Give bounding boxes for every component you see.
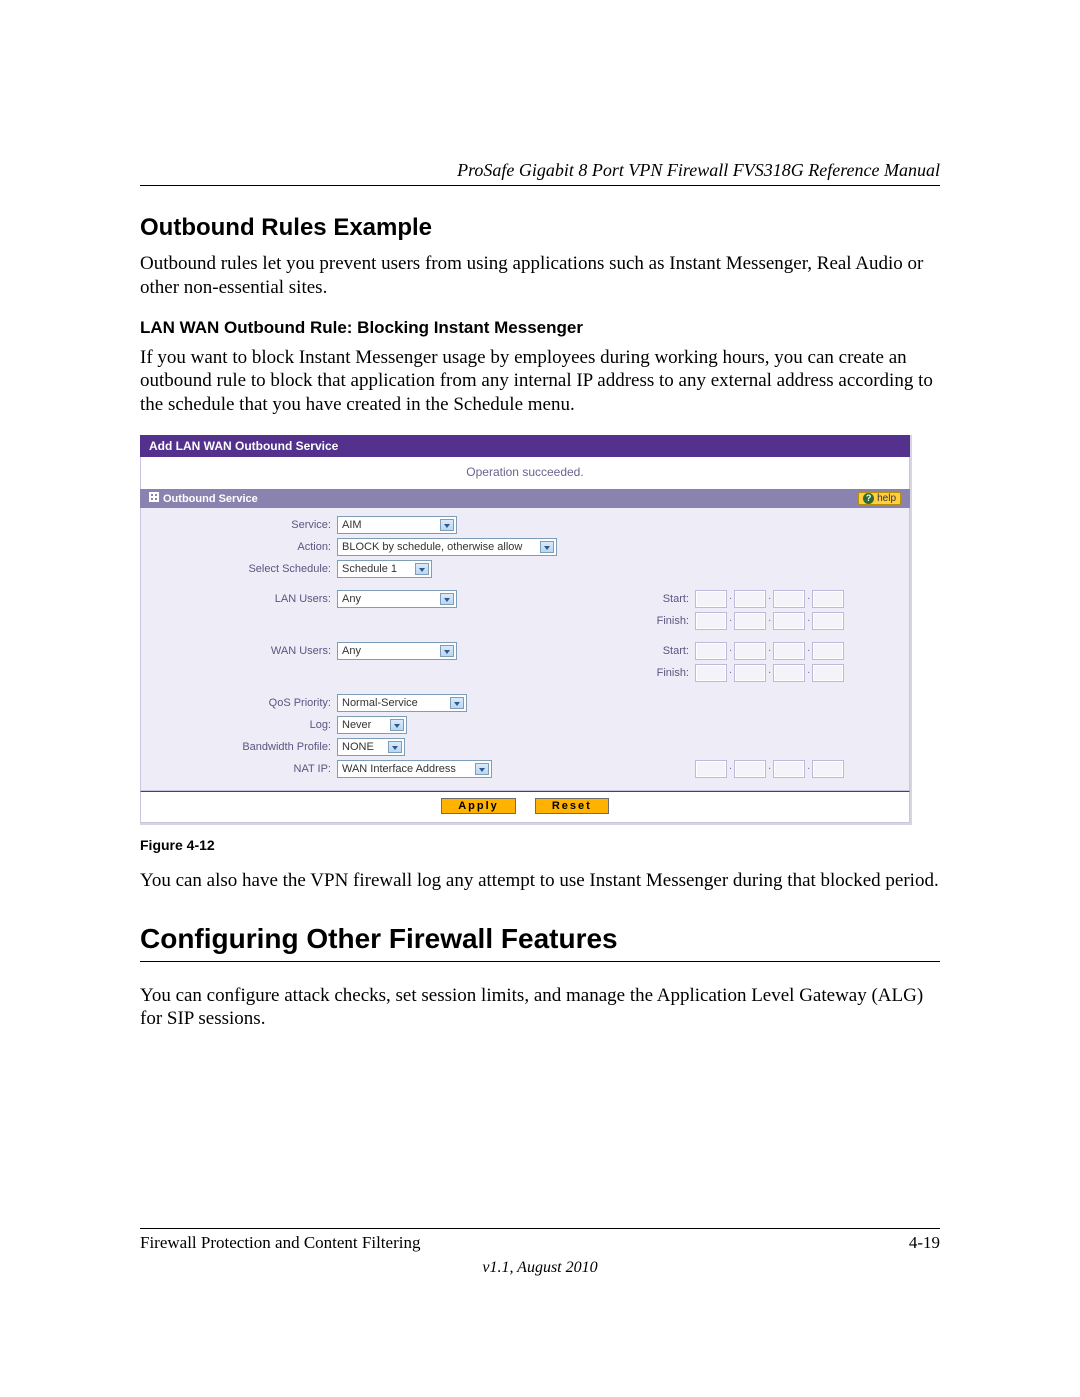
label-service: Service: [151, 519, 337, 531]
wan-start-ip[interactable]: ... [695, 642, 844, 660]
figure-caption: Figure 4-12 [140, 837, 940, 853]
chapter-rule [140, 961, 940, 962]
page-footer: Firewall Protection and Content Filterin… [140, 1228, 940, 1277]
nat-ip-address[interactable]: ... [695, 760, 844, 778]
label-lan-finish: Finish: [641, 615, 689, 627]
select-wan-users[interactable]: Any [337, 642, 457, 660]
label-lan-start: Start: [641, 593, 689, 605]
lan-finish-ip[interactable]: ... [695, 612, 844, 630]
label-lan-users: LAN Users: [151, 593, 337, 605]
section-title-text: Outbound Service [163, 493, 258, 505]
subsection-intro: If you want to block Instant Messenger u… [140, 346, 940, 417]
lan-start-ip[interactable]: ... [695, 590, 844, 608]
label-schedule: Select Schedule: [151, 563, 337, 575]
apply-button[interactable]: Apply [441, 798, 516, 814]
label-qos: QoS Priority: [151, 697, 337, 709]
chapter-heading: Configuring Other Firewall Features [140, 923, 940, 955]
label-wan-finish: Finish: [641, 667, 689, 679]
screenshot-panel: Add LAN WAN Outbound Service Operation s… [140, 435, 912, 825]
select-service[interactable]: AIM [337, 516, 457, 534]
status-message: Operation succeeded. [140, 457, 910, 489]
select-bandwidth[interactable]: NONE [337, 738, 405, 756]
grid-icon [149, 492, 159, 502]
after-figure-text: You can also have the VPN firewall log a… [140, 869, 940, 893]
select-nat-ip[interactable]: WAN Interface Address [337, 760, 492, 778]
footer-version: v1.1, August 2010 [140, 1259, 940, 1277]
help-label: help [877, 493, 896, 504]
label-bandwidth: Bandwidth Profile: [151, 741, 337, 753]
help-icon: ? [863, 493, 874, 504]
footer-left: Firewall Protection and Content Filterin… [140, 1233, 420, 1253]
label-nat-ip: NAT IP: [151, 763, 337, 775]
reset-button[interactable]: Reset [535, 798, 609, 814]
label-log: Log: [151, 719, 337, 731]
section-heading-outbound: Outbound Rules Example [140, 214, 940, 242]
section-intro: Outbound rules let you prevent users fro… [140, 252, 940, 300]
label-action: Action: [151, 541, 337, 553]
form-body: Service: AIM Action: BLOCK by schedule, … [140, 508, 910, 791]
button-row: Apply Reset [140, 791, 910, 823]
select-log[interactable]: Never [337, 716, 407, 734]
help-button[interactable]: ?help [858, 492, 901, 505]
panel-title-bar: Add LAN WAN Outbound Service [140, 435, 910, 457]
section-header-bar: Outbound Service ?help [140, 489, 910, 508]
select-qos[interactable]: Normal-Service [337, 694, 467, 712]
footer-right: 4-19 [909, 1233, 940, 1253]
label-wan-users: WAN Users: [151, 645, 337, 657]
wan-finish-ip[interactable]: ... [695, 664, 844, 682]
subsection-heading: LAN WAN Outbound Rule: Blocking Instant … [140, 318, 940, 338]
select-action[interactable]: BLOCK by schedule, otherwise allow [337, 538, 557, 556]
page-header: ProSafe Gigabit 8 Port VPN Firewall FVS3… [140, 160, 940, 186]
chapter-intro: You can configure attack checks, set ses… [140, 984, 940, 1032]
select-lan-users[interactable]: Any [337, 590, 457, 608]
label-wan-start: Start: [641, 645, 689, 657]
select-schedule[interactable]: Schedule 1 [337, 560, 432, 578]
